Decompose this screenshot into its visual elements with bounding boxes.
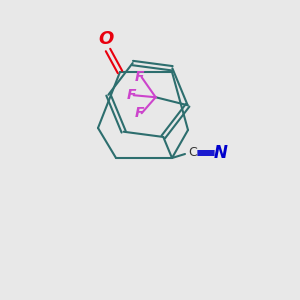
Text: F: F — [135, 106, 144, 120]
Text: F: F — [127, 88, 136, 102]
Text: C: C — [189, 146, 197, 160]
Text: N: N — [214, 144, 228, 162]
Text: O: O — [98, 30, 114, 48]
Text: F: F — [135, 70, 144, 84]
